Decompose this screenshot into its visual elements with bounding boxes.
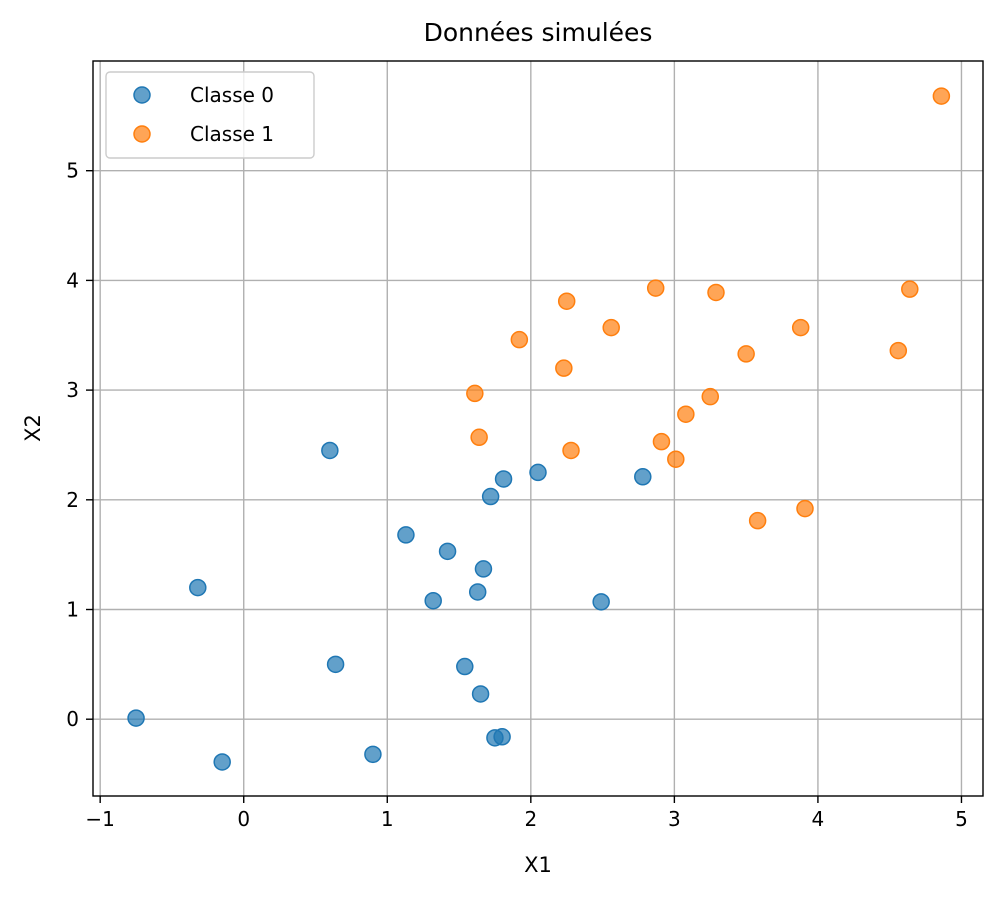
x-tick-label: 4 [812,807,825,831]
data-point-classe-1 [555,359,573,377]
data-point-classe-1 [562,441,580,460]
data-point-classe-0 [529,463,547,482]
data-point-classe-0 [213,753,231,771]
chart-title: Données simulées [424,18,653,47]
data-point-classe-0 [364,745,382,764]
legend-label-classe-0: Classe 0 [190,83,274,107]
data-point-classe-1 [466,384,484,403]
y-tick-label: 2 [66,488,79,512]
data-point-classe-0 [592,593,610,611]
y-tick-label: 4 [66,268,79,292]
x-tick-label: 5 [955,807,968,831]
data-point-classe-1 [667,450,685,468]
legend-box [105,71,315,159]
legend-label-classe-1: Classe 1 [190,122,274,146]
data-point-classe-0 [493,728,511,746]
y-axis-label: X2 [21,414,45,442]
y-tick-label: 3 [66,378,79,402]
data-point-classe-0 [494,470,513,488]
x-tick-label: 1 [381,807,394,831]
y-tick-label: 1 [66,598,79,622]
x-tick-label: 3 [668,807,681,831]
data-point-classe-0 [326,655,345,674]
data-point-classe-0 [468,583,487,601]
y-tick-label: 5 [66,159,79,183]
data-point-classe-1 [889,341,908,360]
legend-marker-classe-1 [133,125,151,143]
data-point-classe-1 [796,499,814,518]
data-point-classe-0 [438,542,457,561]
data-point-classe-1 [737,345,755,363]
data-point-classe-1 [932,87,951,105]
grid [93,61,983,796]
data-point-classe-1 [646,279,665,297]
data-point-classe-0 [397,526,415,544]
y-tick-label: 0 [66,707,79,731]
data-point-classe-1 [510,330,529,349]
legend: Classe 0 Classe 1 [105,71,315,159]
data-point-classe-1 [470,428,488,447]
data-point-classe-1 [707,283,725,302]
data-point-classe-1 [901,280,919,298]
data-point-classe-0 [471,685,490,703]
data-point-classe-0 [127,709,145,727]
data-point-classe-0 [456,657,474,676]
data-point-classe-0 [424,591,442,610]
data-point-classe-1 [652,432,671,451]
data-point-classe-0 [474,560,493,578]
data-points [127,87,951,771]
data-point-classe-0 [481,487,500,506]
data-point-classe-1 [677,405,695,423]
legend-marker-classe-0 [133,86,151,104]
data-point-classe-1 [557,292,576,310]
axis-ticks: −1 0 1 2 3 4 5 0 1 2 3 4 5 [66,159,968,831]
data-point-classe-1 [701,387,720,406]
x-axis-label: X1 [524,853,552,877]
x-tick-label: 2 [524,807,537,831]
data-point-classe-0 [321,441,339,460]
data-point-classe-1 [791,318,810,337]
data-point-classe-0 [634,468,652,486]
data-point-classe-0 [189,578,207,597]
x-tick-label: 0 [237,807,250,831]
x-tick-label: −1 [85,807,114,831]
data-point-classe-1 [602,318,620,337]
data-point-classe-1 [748,511,767,530]
plot-frame [92,60,984,797]
